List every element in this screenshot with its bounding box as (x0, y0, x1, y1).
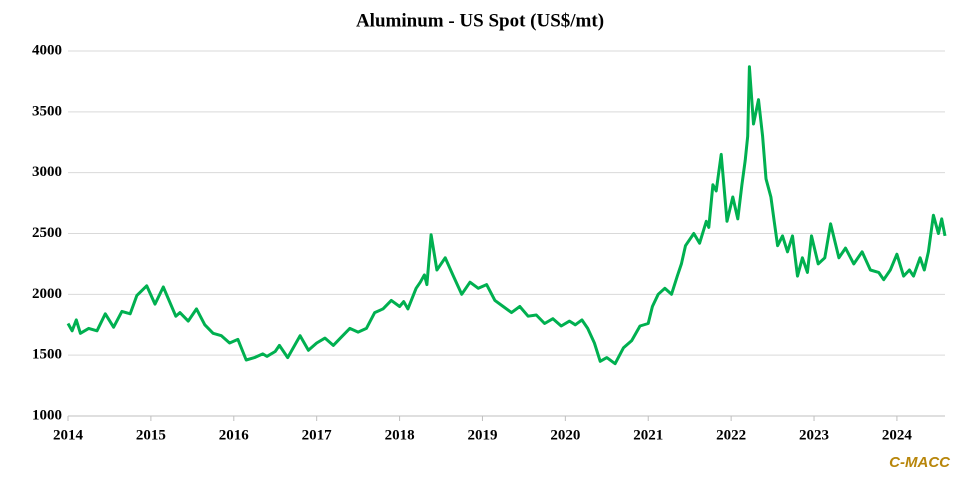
x-tick-label: 2023 (799, 427, 829, 443)
x-tick-label: 2016 (219, 427, 250, 443)
x-tick-label: 2020 (550, 427, 580, 443)
x-tick-label: 2015 (136, 427, 166, 443)
y-tick-label: 4000 (32, 42, 62, 58)
source-watermark: C-MACC (889, 454, 951, 471)
y-tick-label: 1500 (32, 347, 62, 363)
x-tick-label: 2017 (302, 427, 333, 443)
chart-title: Aluminum - US Spot (US$/mt) (356, 10, 604, 31)
x-tick-label: 2019 (467, 427, 497, 443)
x-tick-label: 2014 (53, 427, 84, 443)
y-tick-label: 2000 (32, 286, 62, 302)
y-tick-label: 3500 (32, 103, 62, 119)
x-tick-label: 2018 (385, 427, 415, 443)
y-tick-label: 3000 (32, 164, 62, 180)
x-tick-label: 2021 (633, 427, 663, 443)
x-tick-label: 2024 (882, 427, 913, 443)
x-tick-label: 2022 (716, 427, 746, 443)
data-line (66, 65, 947, 366)
y-tick-label: 1000 (32, 407, 62, 423)
y-tick-label: 2500 (32, 225, 62, 241)
